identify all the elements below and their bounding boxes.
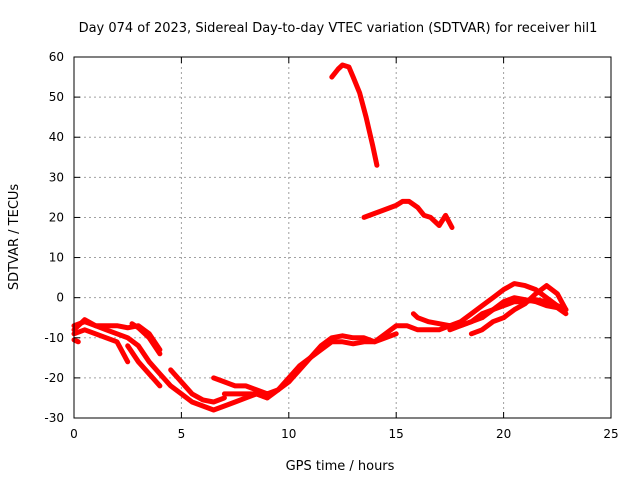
chart-title: Day 074 of 2023, Sidereal Day-to-day VTE… xyxy=(79,21,598,36)
series-track-l xyxy=(468,283,569,337)
series-track-c xyxy=(71,327,131,365)
y-tick-label: 30 xyxy=(49,170,64,184)
x-tick-label: 15 xyxy=(389,427,404,441)
series-track-j xyxy=(410,281,569,329)
series-track-a xyxy=(71,319,270,413)
y-tick-label: 10 xyxy=(49,251,64,265)
y-tick-label: -10 xyxy=(44,331,64,345)
series-track-e xyxy=(129,321,163,357)
series-track-g xyxy=(168,367,227,405)
data-series xyxy=(71,62,569,413)
series-track-m xyxy=(329,62,380,168)
series-track-n xyxy=(361,198,455,230)
series-track-i xyxy=(221,295,569,401)
y-tick-label: 60 xyxy=(49,50,64,64)
x-tick-label: 0 xyxy=(70,427,78,441)
x-tick-label: 10 xyxy=(281,427,296,441)
plot-frame xyxy=(73,56,612,419)
y-axis-label: SDTVAR / TECUs xyxy=(7,184,22,291)
x-tick-label: 25 xyxy=(603,427,618,441)
y-tick-label: 20 xyxy=(49,210,64,224)
y-tick-label: 0 xyxy=(56,291,64,305)
series-track-k xyxy=(447,297,569,333)
grid-lines xyxy=(74,57,611,418)
x-tick-label: 5 xyxy=(178,427,186,441)
series-track-d xyxy=(71,337,81,345)
axis-ticks: 0 5 10 15 20 25 -30 -20 -10 0 10 20 30 40 50 60 xyxy=(44,50,618,441)
y-tick-label: -20 xyxy=(44,371,64,385)
x-tick-label: 20 xyxy=(496,427,511,441)
y-tick-label: 40 xyxy=(49,130,64,144)
series-track-f xyxy=(125,343,163,389)
x-axis-label: GPS time / hours xyxy=(286,459,395,474)
y-tick-label: 50 xyxy=(49,90,64,104)
y-tick-label: -30 xyxy=(44,411,64,425)
